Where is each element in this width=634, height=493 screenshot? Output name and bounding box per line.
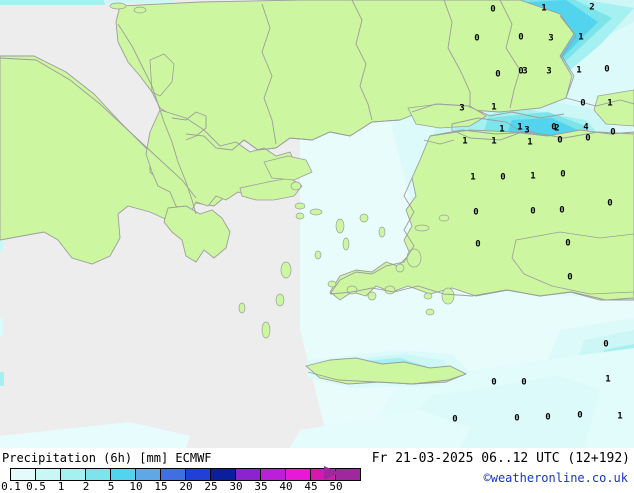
precip-value-label: 1 [605,374,611,385]
scale-tick-label: 35 [254,480,268,493]
precip-value-label: 0 [473,207,479,218]
scale-tick-label: 2 [82,480,90,493]
precip-value-label: 1 [527,137,533,148]
scale-segment [161,469,186,480]
precip-value-label: 1 [517,122,523,133]
precip-value-label: 0 [521,377,527,388]
precip-value-label: 1 [578,32,584,43]
precip-value-label: 3 [548,33,554,44]
precip-value-label: 1 [607,98,613,109]
scale-segment [36,469,61,480]
precip-value-label: 0 [567,272,573,283]
precip-value-label: 0 [577,410,583,421]
precip-value-label: 0 [585,133,591,144]
precip-value-label: 1 [617,411,623,422]
landmass-layer [0,0,634,385]
precip-value-label: 0 [452,414,458,425]
scale-segment [236,469,261,480]
precip-value-label: 2 [589,2,595,13]
model-run-info: Fr 21-03-2025 06..12 UTC (12+192) [371,451,630,466]
scale-segment [336,469,360,480]
scale-segment [136,469,161,480]
color-scale-ticks: 0.1 0.5 1 2 5 10 15 20 25 30 35 40 45 50 [0,480,360,493]
map-footer: Precipitation (6h) [mm] ECMWF 0.1 0.5 1 2 5 1… [0,448,634,493]
precip-value-label: 0 [580,98,586,109]
precip-value-label: 1 [499,124,505,135]
map-canvas [0,0,634,448]
precip-value-label: 3 [546,66,552,77]
scale-tick-label: 15 [154,480,168,493]
precip-value-label: 2 [554,123,560,134]
scale-tick-label: 40 [279,480,293,493]
precip-value-label: 0 [560,169,566,180]
precip-value-label: 1 [491,136,497,147]
scale-segment [286,469,311,480]
scale-tick-label: 20 [179,480,193,493]
scale-segment [86,469,111,480]
precip-value-label: 1 [541,3,547,14]
precip-value-label: 3 [524,125,530,136]
precip-value-label: 0 [610,127,616,138]
precip-value-label: 0 [475,239,481,250]
scale-tick-label: 5 [107,480,115,493]
scale-segment [211,469,236,480]
precip-value-label: 0 [603,339,609,350]
color-scale-bar [10,468,361,481]
scale-tick-label: 45 [304,480,318,493]
precip-value-label: 0 [490,4,496,15]
precip-value-label: 3 [522,66,528,77]
scale-tick-label: 0.1 [1,480,21,493]
precip-value-label: 0 [530,206,536,217]
precip-value-label: 0 [495,69,501,80]
precip-value-label: 0 [604,64,610,75]
precip-value-label: 1 [491,102,497,113]
precip-value-label: 0 [607,198,613,209]
precip-value-label: 0 [474,33,480,44]
scale-tick-label: 50 [329,480,343,493]
precip-value-label: 0 [565,238,571,249]
precip-value-label: 0 [518,66,524,77]
precip-value-label: 0 [551,122,557,133]
scale-segment [186,469,211,480]
scale-tick-label: 0.5 [26,480,46,493]
precip-value-label: 0 [518,32,524,43]
precip-value-label: 1 [470,172,476,183]
precip-value-label: 0 [491,377,497,388]
scale-tick-label: 1 [57,480,65,493]
scale-segment [61,469,86,480]
precip-value-label: 1 [462,136,468,147]
precip-value-label: 4 [583,122,589,133]
precip-value-label: 1 [530,171,536,182]
precip-value-label: 0 [559,205,565,216]
scale-tick-label: 10 [129,480,143,493]
precip-value-label: 0 [557,135,563,146]
precip-value-label: 0 [514,413,520,424]
scale-overflow-arrow [324,466,340,480]
coastline-and-borders [0,0,634,385]
precip-value-label: 3 [459,103,465,114]
legend-title: Precipitation (6h) [mm] ECMWF [2,451,212,465]
precip-value-label: 0 [545,412,551,423]
precip-value-label: 1 [576,65,582,76]
precip-value-label: 0 [500,172,506,183]
scale-segment [261,469,286,480]
scale-tick-label: 30 [229,480,243,493]
scale-segment [111,469,136,480]
scale-segment [11,469,36,480]
scale-tick-label: 25 [204,480,218,493]
copyright-link[interactable]: ©weatheronline.co.uk [483,471,629,485]
